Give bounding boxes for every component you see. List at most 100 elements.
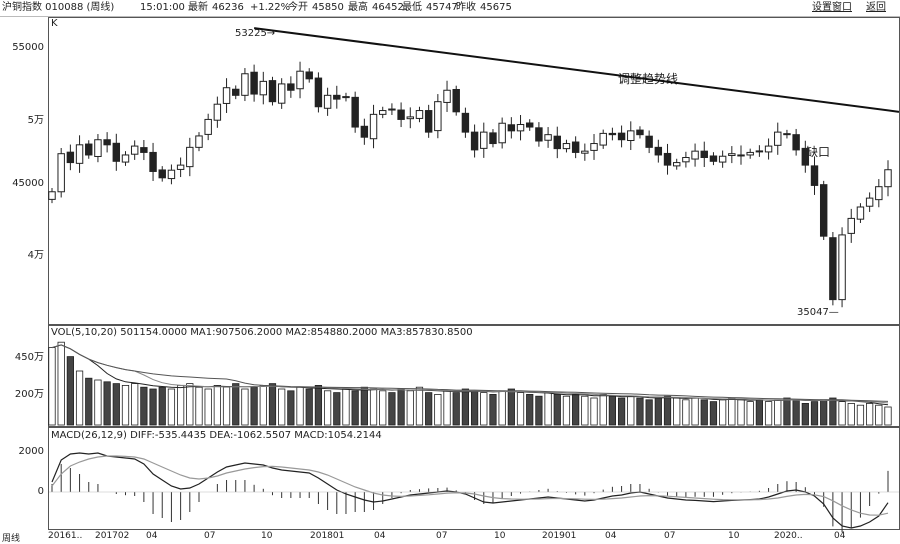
volume-bar <box>333 392 341 426</box>
candle <box>480 131 488 149</box>
volume-bar <box>176 384 185 426</box>
candle <box>599 132 607 146</box>
volume-bar <box>590 397 598 426</box>
candle <box>314 77 323 108</box>
volume-bar <box>167 388 176 426</box>
return-button[interactable]: 返回 <box>866 2 886 13</box>
volume-bar <box>314 384 323 426</box>
candle <box>75 144 84 164</box>
volume-bar <box>755 399 764 426</box>
candle <box>250 71 258 95</box>
candle <box>443 89 451 103</box>
candle <box>737 154 745 157</box>
candle <box>158 169 166 179</box>
volume-bar <box>719 399 727 426</box>
volume-title: VOL(5,10,20) 501154.0000 MA1:907506.2000… <box>51 327 473 338</box>
candle <box>553 135 561 150</box>
volume-bar <box>810 401 819 426</box>
candle <box>875 186 883 201</box>
volume-bar <box>85 377 93 426</box>
volume-bar <box>232 383 240 426</box>
candle <box>259 80 268 96</box>
macd-title: MACD(26,12,9) DIFF:-535.4435 DEA:-1062.5… <box>51 430 382 441</box>
volume-bar <box>121 384 130 426</box>
y-tick-40000: 4万 <box>27 250 44 261</box>
volume-bar <box>434 393 442 426</box>
volume-bar <box>425 392 433 426</box>
volume-bar <box>856 404 865 426</box>
change-value: +1.22% <box>250 2 291 13</box>
volume-bar <box>801 402 809 426</box>
volume-bar <box>829 397 837 426</box>
candle <box>562 143 571 150</box>
macd-diff-line <box>51 452 889 529</box>
volume-bar <box>470 390 479 426</box>
volume-bar <box>452 392 460 426</box>
low-label: 最低 <box>402 2 422 13</box>
candle <box>865 197 874 207</box>
x-tick: 201702 <box>95 531 130 541</box>
candle <box>847 217 855 234</box>
macd-tick-2000: 2000 <box>18 446 44 457</box>
candle <box>645 135 653 148</box>
candle <box>709 155 718 162</box>
volume-bar <box>278 388 286 426</box>
candle <box>130 145 139 155</box>
volume-bar <box>663 395 672 426</box>
candle <box>838 234 846 301</box>
candle <box>48 191 56 200</box>
candle <box>379 110 387 115</box>
volume-bar <box>415 386 424 426</box>
candle <box>489 132 497 145</box>
candle <box>608 132 617 136</box>
candle <box>783 133 791 136</box>
vol-tick-450: 450万 <box>14 352 44 363</box>
candle <box>434 101 442 132</box>
volume-bar <box>379 390 387 426</box>
candle <box>755 150 764 153</box>
candle <box>498 122 506 144</box>
x-tick: 2020.. <box>774 531 803 541</box>
candle <box>149 151 157 172</box>
y-tick-45000: 45000 <box>12 178 44 189</box>
volume-bar <box>186 383 194 426</box>
volume-bar <box>103 381 111 426</box>
candle <box>829 237 837 301</box>
volume-bar <box>792 399 800 426</box>
volume-bar <box>673 397 681 426</box>
volume-bar <box>709 401 718 426</box>
volume-bar <box>94 379 102 426</box>
candle <box>470 131 479 151</box>
candle <box>323 94 332 109</box>
k-label: K <box>51 18 58 29</box>
candle <box>856 206 865 220</box>
volume-bar <box>369 388 378 426</box>
candle <box>718 155 727 163</box>
volume-bar <box>764 401 773 426</box>
candle <box>764 145 773 153</box>
candle <box>682 157 690 163</box>
macd-dea-line <box>51 455 889 516</box>
candle <box>268 80 277 103</box>
volume-bar <box>131 383 139 426</box>
candle <box>627 130 635 142</box>
candle <box>140 147 148 153</box>
prev-value: 45675 <box>480 2 512 13</box>
volume-bar <box>75 370 84 426</box>
candle <box>287 83 295 91</box>
volume-bar <box>507 388 515 426</box>
volume-bar <box>774 399 782 426</box>
volume-bar <box>544 392 552 426</box>
candle <box>507 124 516 132</box>
candle <box>351 96 359 128</box>
settings-button[interactable]: 设置窗口 <box>812 2 852 13</box>
volume-bar <box>654 397 662 426</box>
vol-ma2-line <box>51 344 889 404</box>
candle <box>654 146 663 156</box>
volume-bar <box>480 392 488 426</box>
x-tick: 20161.. <box>48 531 83 541</box>
volume-bar <box>599 393 607 426</box>
volume-bar <box>553 393 561 426</box>
prev-label: 昨收 <box>456 2 476 13</box>
